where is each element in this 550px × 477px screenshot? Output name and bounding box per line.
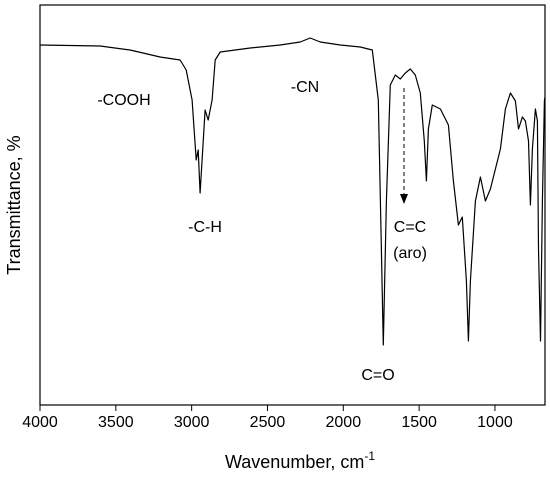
annotation: -COOH [97,92,150,109]
annotation: C=O [361,367,394,384]
y-axis-label: Transmittance, % [4,135,24,274]
x-label-sup: -1 [364,449,375,463]
plot-frame [39,4,546,406]
annotation: -C-H [188,219,222,236]
x-tick-label: 1000 [477,414,513,431]
x-label-text: Wavenumber, cm [225,452,364,472]
x-tick-label: 1500 [401,414,437,431]
x-tick-label: 2500 [250,414,286,431]
x-tick-label: 3000 [174,414,210,431]
x-tick-label: 4000 [22,414,58,431]
spectrum-line [39,37,546,346]
x-tick-label: 2000 [326,414,362,431]
annotation: (aro) [393,245,427,262]
annotation: C=C [394,219,426,236]
annotation: -CN [291,79,319,96]
x-tick-label: 3500 [98,414,134,431]
x-axis-label: Wavenumber, cm-1 [225,449,375,472]
arrow-head [400,194,408,204]
